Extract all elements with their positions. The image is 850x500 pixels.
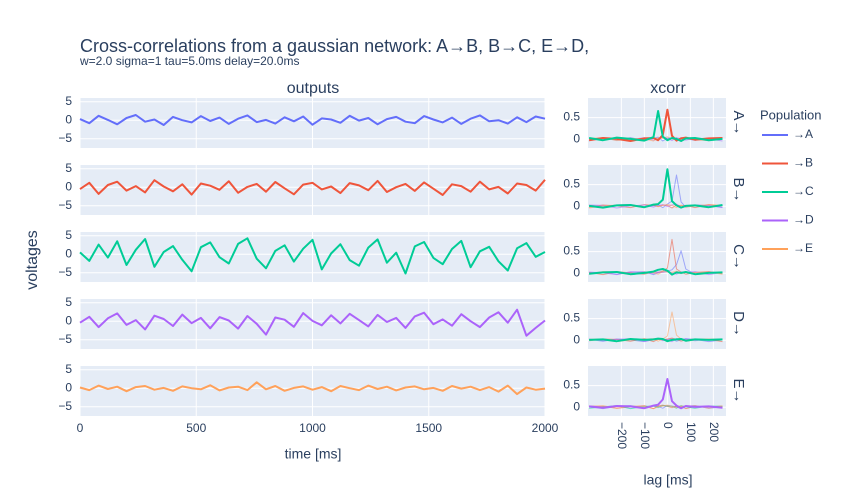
x-tick-label: 100 bbox=[684, 422, 698, 442]
x-axis-title: time [ms] bbox=[285, 446, 342, 462]
y-tick-label: 0 bbox=[65, 313, 72, 327]
y-tick-label: −5 bbox=[58, 265, 72, 279]
x-tick-label: −100 bbox=[638, 422, 652, 449]
y-tick-label: −5 bbox=[58, 198, 72, 212]
x-axis-title: lag [ms] bbox=[643, 472, 692, 488]
line-series bbox=[79, 114, 546, 126]
y-tick-label: −5 bbox=[58, 332, 72, 346]
y-tick-label: 5 bbox=[65, 228, 72, 242]
y-tick-label: 5 bbox=[65, 295, 72, 309]
row-label: C→ bbox=[730, 244, 747, 270]
y-tick-label: 0.5 bbox=[563, 378, 580, 392]
subtitle: w=2.0 sigma=1 tau=5.0ms delay=20.0ms bbox=[79, 54, 299, 68]
subplot-title: xcorr bbox=[650, 80, 686, 97]
x-tick-label: 200 bbox=[707, 422, 721, 442]
y-tick-label: 0.5 bbox=[563, 110, 580, 124]
row-label: B→ bbox=[730, 177, 747, 202]
line-series bbox=[79, 179, 546, 196]
y-tick-label: 0 bbox=[65, 112, 72, 126]
title: Cross-correlations from a gaussian netwo… bbox=[80, 36, 589, 56]
y-tick-label: 0 bbox=[573, 131, 580, 145]
plot-background bbox=[588, 232, 726, 282]
x-tick-label: 500 bbox=[186, 421, 206, 435]
line-series bbox=[79, 237, 546, 275]
row-label: A→ bbox=[730, 110, 747, 135]
line-series bbox=[79, 381, 546, 396]
plot-background bbox=[588, 366, 726, 416]
y-tick-label: 0 bbox=[573, 399, 580, 413]
y-tick-label: 0 bbox=[573, 198, 580, 212]
y-tick-label: 0 bbox=[65, 179, 72, 193]
legend-label: →D bbox=[793, 213, 814, 227]
line-series bbox=[589, 378, 723, 410]
y-axis-title: voltages bbox=[24, 230, 41, 290]
y-tick-label: −5 bbox=[58, 399, 72, 413]
y-tick-label: 0.5 bbox=[563, 244, 580, 258]
y-tick-label: 0 bbox=[65, 246, 72, 260]
y-tick-label: −5 bbox=[58, 131, 72, 145]
x-tick-label: 0 bbox=[77, 421, 84, 435]
x-tick-label: 0 bbox=[661, 422, 675, 429]
row-label: E→ bbox=[730, 378, 747, 403]
legend-title: Population bbox=[760, 107, 821, 122]
y-tick-label: 0 bbox=[65, 380, 72, 394]
y-tick-label: 0.5 bbox=[563, 311, 580, 325]
legend-label: →E bbox=[793, 241, 813, 255]
x-tick-label: −200 bbox=[615, 422, 629, 449]
x-tick-label: 1500 bbox=[415, 421, 442, 435]
legend-label: →A bbox=[793, 127, 813, 141]
line-series bbox=[589, 268, 723, 276]
x-tick-label: 1000 bbox=[299, 421, 326, 435]
row-label: D→ bbox=[730, 311, 747, 337]
subplot-title: outputs bbox=[287, 80, 339, 97]
y-tick-label: 0.5 bbox=[563, 177, 580, 191]
x-tick-label: 2000 bbox=[532, 421, 559, 435]
y-tick-label: 5 bbox=[65, 362, 72, 376]
y-tick-label: 0 bbox=[573, 265, 580, 279]
y-tick-label: 0 bbox=[573, 332, 580, 346]
line-series bbox=[79, 308, 546, 337]
line-series bbox=[589, 337, 723, 343]
line-series bbox=[588, 168, 723, 209]
legend-label: →C bbox=[793, 184, 814, 198]
line-series bbox=[588, 110, 723, 142]
y-tick-label: 5 bbox=[65, 94, 72, 108]
y-tick-label: 5 bbox=[65, 161, 72, 175]
legend-label: →B bbox=[793, 156, 813, 170]
